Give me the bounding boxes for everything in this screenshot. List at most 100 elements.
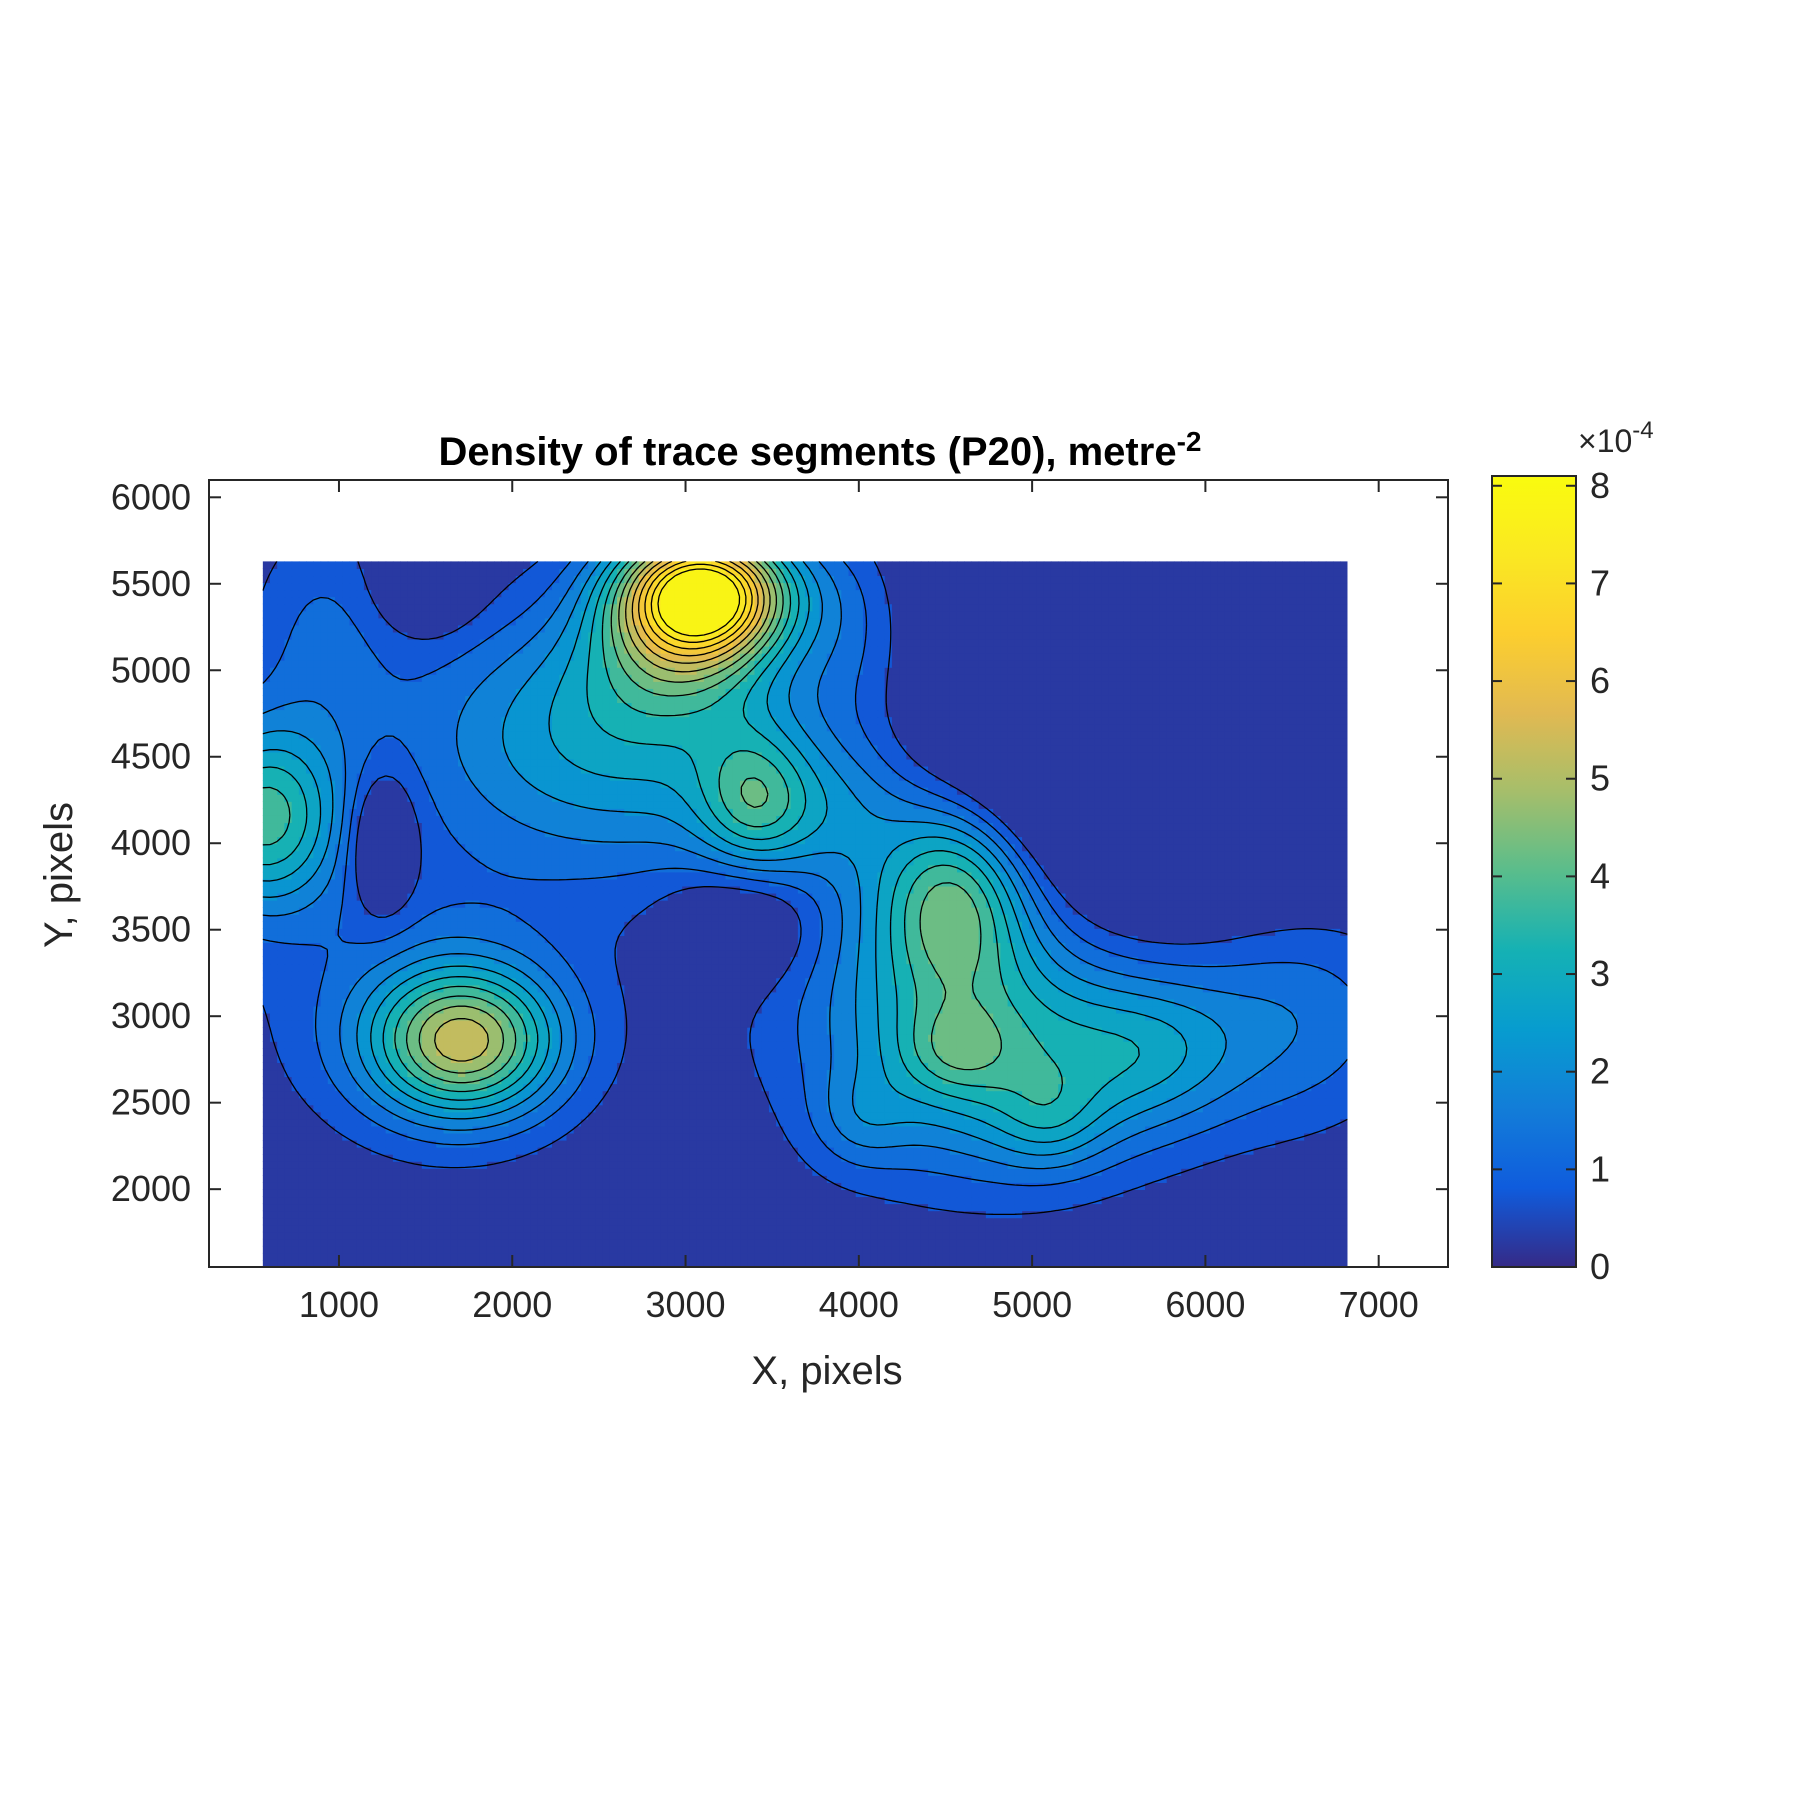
contour-cell [1253,1259,1262,1267]
contour-cell [1036,1245,1045,1254]
contour-cell [906,1196,915,1205]
contour-cell [631,1259,640,1267]
contour-cell [1159,1154,1168,1162]
contour-cell [1267,1076,1276,1085]
contour-cell [870,1104,879,1113]
contour-cell [993,1175,1001,1183]
contour-cell [1108,1090,1117,1099]
contour-cell [826,1182,835,1190]
contour-cell [573,1154,582,1162]
contour-cell [385,1217,394,1226]
contour-cell [1022,1189,1030,1198]
contour-cell [1210,1062,1218,1071]
contour-cell [320,1217,329,1226]
contour-cell [891,1217,900,1226]
contour-cell [1159,1252,1168,1261]
contour-cell [602,1090,611,1099]
contour-cell [551,1175,560,1183]
contour-cell [609,1238,618,1247]
contour-cell [1101,1055,1110,1063]
contour-cell [1014,1097,1023,1106]
contour-cell [306,1097,314,1106]
contour-cell [1325,1118,1334,1127]
contour-cell [1079,1252,1088,1261]
contour-cell [877,1259,886,1267]
contour-cell [356,1175,365,1183]
contour-cell [1325,1182,1334,1190]
contour-cell [609,1210,618,1219]
contour-cell [964,1259,973,1267]
contour-cell [1340,1238,1348,1247]
contour-cell [949,1259,958,1267]
contour-cell [703,1125,712,1134]
contour-cell [956,1217,965,1226]
contour-cell [1304,1252,1312,1261]
contour-cell [877,1182,886,1190]
contour-cell [884,1048,893,1056]
contour-cell [841,1055,850,1063]
contour-cell [631,1252,640,1261]
contour-cell [747,1111,756,1120]
contour-cell [356,1231,365,1240]
contour-cell [551,1245,560,1254]
contour-cell [486,1118,495,1127]
contour-cell [284,1161,293,1169]
contour-cell [609,1245,618,1254]
contour-cell [1340,1076,1348,1085]
contour-cell [956,1154,965,1162]
contour-cell [1188,1076,1197,1085]
contour-cell [559,1090,568,1099]
contour-cell [269,1196,278,1205]
contour-cell [472,1252,481,1261]
contour-cell [1014,1048,1023,1056]
contour-cell [660,1182,669,1190]
contour-cell [790,1147,799,1155]
contour-cell [1123,1210,1132,1219]
contour-cell [812,1203,821,1212]
contour-cell [776,1217,785,1226]
contour-cell [1079,1154,1088,1162]
contour-cell [1087,1238,1095,1247]
contour-cell [718,1139,727,1148]
contour-cell [1123,1238,1132,1247]
contour-cell [291,1076,300,1085]
contour-cell [1072,1175,1081,1183]
contour-cell [1231,1238,1240,1247]
contour-cell [595,1034,604,1042]
contour-cell [595,1118,604,1127]
contour-cell [1202,1259,1211,1267]
contour-cell [400,1104,408,1113]
contour-cell [812,1048,821,1056]
contour-cell [1166,1055,1175,1063]
contour-cell [1231,1104,1240,1113]
contour-cell [674,1048,683,1056]
contour-cell [1275,1252,1284,1261]
contour-cell [682,1083,690,1092]
contour-cell [371,1175,380,1183]
contour-cell [978,1069,987,1078]
contour-cell [812,1097,821,1106]
contour-cell [747,1203,756,1212]
contour-cell [1282,1139,1291,1148]
contour-cell [392,1210,401,1219]
contour-cell [450,1055,459,1063]
contour-cell [1000,1048,1009,1056]
contour-cell [646,1147,654,1155]
contour-cell [1333,1189,1341,1198]
contour-cell [718,1041,727,1049]
contour-cell [768,1062,777,1071]
contour-cell [284,1132,293,1141]
contour-cell [747,1055,756,1063]
contour-cell [819,1076,828,1085]
contour-cell [566,1139,575,1148]
contour-cell [667,1154,676,1162]
contour-cell [595,1062,604,1071]
contour-cell [1072,1259,1081,1267]
contour-cell [327,1245,336,1254]
contour-cell [1296,1111,1305,1120]
contour-cell [1058,1182,1067,1190]
contour-cell [718,1083,727,1092]
contour-cell [761,1147,770,1155]
contour-cell [617,1090,625,1099]
contour-cell [472,1231,481,1240]
